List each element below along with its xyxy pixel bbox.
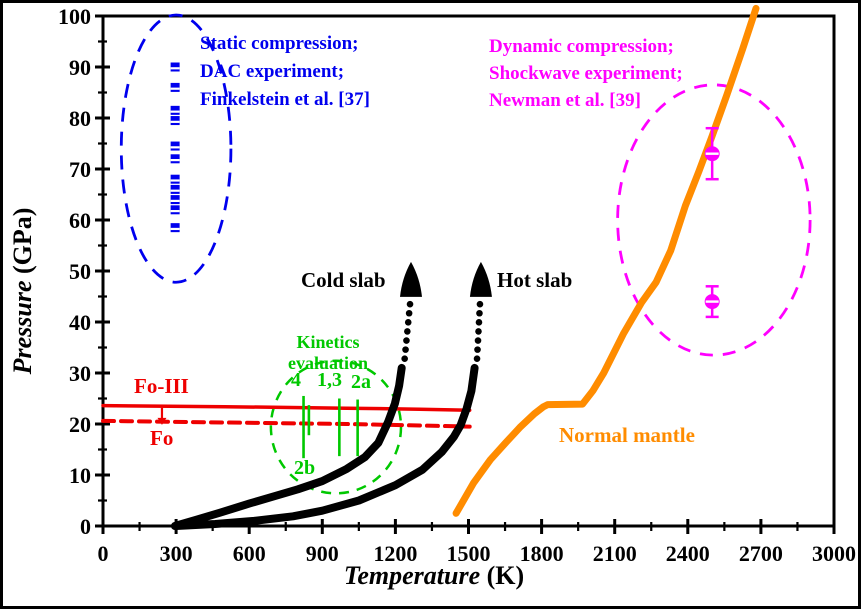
chart-canvas: 0 300 600 900 1200 1500 1800 2100 2400 2700 3000 0 1… bbox=[58, 4, 856, 566]
finkelstein-square-slit bbox=[170, 189, 180, 192]
hot-slab-dots bbox=[473, 355, 481, 363]
kinetics-point-13-label: 1,3 bbox=[317, 369, 342, 391]
finkelstein-square-slit bbox=[170, 67, 180, 70]
y-tick-label: 0 bbox=[80, 514, 91, 539]
cold-slab-label: Cold slab bbox=[301, 268, 386, 292]
x-tick-label: 600 bbox=[233, 541, 266, 566]
finkelstein-square-slit bbox=[170, 87, 180, 90]
dynamic-legend-line2: Shockwave experiment; bbox=[489, 63, 683, 84]
x-tick-label: 1800 bbox=[520, 541, 564, 566]
y-tick-label: 70 bbox=[69, 157, 91, 182]
cold-slab-dots bbox=[404, 319, 412, 326]
cold-slab-dots bbox=[404, 328, 411, 335]
hot-slab-dots bbox=[474, 337, 482, 344]
y-tick-label: 60 bbox=[69, 208, 91, 233]
dynamic-legend-line3: Newman et al. [39] bbox=[489, 90, 641, 111]
cold-slab-dots bbox=[401, 355, 408, 363]
kinetics-point-4-label: 4 bbox=[291, 369, 301, 391]
x-tick-label: 0 bbox=[98, 541, 109, 566]
newman-point-slit bbox=[705, 152, 719, 155]
finkelstein-square bbox=[170, 205, 180, 215]
normal-mantle-label: Normal mantle bbox=[559, 423, 695, 447]
finkelstein-square-slit bbox=[170, 110, 180, 113]
hot-slab-dots-arrowhead bbox=[469, 261, 492, 297]
fo-transition-arrow-head bbox=[157, 417, 167, 425]
hot-slab-curve bbox=[172, 363, 479, 530]
finkelstein-square bbox=[170, 174, 180, 184]
finkelstein-square-slit bbox=[170, 227, 180, 231]
finkelstein-square-slit bbox=[170, 179, 180, 182]
x-tick-label: 900 bbox=[306, 541, 339, 566]
static-legend-line3: Finkelstein et al. [37] bbox=[200, 89, 370, 110]
hot-slab-dots bbox=[475, 328, 482, 335]
x-tick-label: 1200 bbox=[373, 541, 417, 566]
finkelstein-square-slit bbox=[170, 199, 180, 202]
y-tick-label: 90 bbox=[69, 55, 91, 80]
fo-line bbox=[101, 418, 472, 429]
hot-slab-dots bbox=[476, 300, 484, 308]
y-tick-label: 100 bbox=[58, 4, 91, 29]
y-tick-label: 30 bbox=[69, 361, 91, 386]
static-ellipse bbox=[119, 13, 233, 284]
finkelstein-square-slit bbox=[170, 146, 180, 149]
kinetics-point-2b-label: 2b bbox=[294, 457, 316, 479]
fo-phase-label: Fo bbox=[150, 426, 174, 450]
finkelstein-square bbox=[170, 223, 180, 233]
finkelstein-square bbox=[170, 195, 180, 205]
y-axis-title-unit: (GPa) bbox=[8, 207, 37, 281]
finkelstein-square bbox=[170, 154, 180, 164]
y-tick-label: 20 bbox=[69, 412, 91, 437]
finkelstein-square-slit bbox=[170, 159, 180, 162]
finkelstein-square bbox=[170, 141, 180, 151]
y-axis-title: Pressure (GPa) bbox=[8, 208, 38, 375]
finkelstein-square bbox=[170, 62, 180, 72]
finkelstein-square-slit bbox=[170, 120, 180, 123]
cold-slab-curve bbox=[170, 363, 406, 530]
kinetics-evaluation-label: Kinetics evaluation bbox=[269, 332, 387, 374]
y-axis-title-main: Pressure bbox=[8, 280, 37, 375]
x-tick-label: 1500 bbox=[447, 541, 491, 566]
finkelstein-square-slit bbox=[170, 210, 180, 213]
cold-slab-dots bbox=[402, 346, 409, 353]
y-tick-label: 80 bbox=[69, 106, 91, 131]
x-tick-label: 3000 bbox=[812, 541, 856, 566]
x-axis-title-main: Temperature bbox=[343, 561, 481, 590]
fo3-line bbox=[101, 403, 472, 412]
hot-slab-dots bbox=[476, 309, 483, 317]
cold-slab-dots bbox=[405, 309, 413, 317]
newman-point-slit bbox=[705, 300, 719, 303]
finkelstein-square bbox=[170, 116, 180, 126]
cold-slab-dots-arrowhead bbox=[399, 261, 422, 297]
static-legend-line2: DAC experiment; bbox=[200, 61, 345, 82]
finkelstein-square bbox=[170, 82, 180, 92]
x-axis-title-unit: (K) bbox=[480, 561, 525, 590]
x-tick-label: 2100 bbox=[593, 541, 637, 566]
kinetics-label-line1: Kinetics bbox=[296, 332, 360, 352]
finkelstein-square bbox=[170, 105, 180, 115]
y-tick-label: 10 bbox=[69, 463, 91, 488]
kinetics-label-line2: evaluation bbox=[287, 353, 368, 373]
y-tick-label: 50 bbox=[69, 259, 91, 284]
kinetics-point-2a-label: 2a bbox=[351, 371, 371, 393]
hot-slab-dots bbox=[474, 346, 481, 353]
finkelstein-square bbox=[170, 184, 180, 194]
cold-slab-dots bbox=[406, 300, 414, 308]
dynamic-ellipse bbox=[616, 83, 812, 357]
static-compression-legend: Static compression; DAC experiment; Fink… bbox=[200, 30, 370, 114]
x-tick-label: 2700 bbox=[739, 541, 783, 566]
dynamic-compression-legend: Dynamic compression; Shockwave experimen… bbox=[489, 33, 683, 114]
hot-slab-label: Hot slab bbox=[497, 268, 573, 292]
y-tick-label: 40 bbox=[69, 310, 91, 335]
fo3-phase-label: Fo-III bbox=[134, 374, 189, 398]
dynamic-legend-line1: Dynamic compression; bbox=[489, 36, 674, 57]
hot-slab-dots bbox=[475, 319, 483, 326]
cold-slab-dots bbox=[403, 337, 410, 344]
static-legend-line1: Static compression; bbox=[200, 33, 359, 54]
x-tick-label: 300 bbox=[160, 541, 193, 566]
x-axis-title: Temperature (K) bbox=[284, 561, 584, 591]
x-tick-label: 2400 bbox=[666, 541, 710, 566]
